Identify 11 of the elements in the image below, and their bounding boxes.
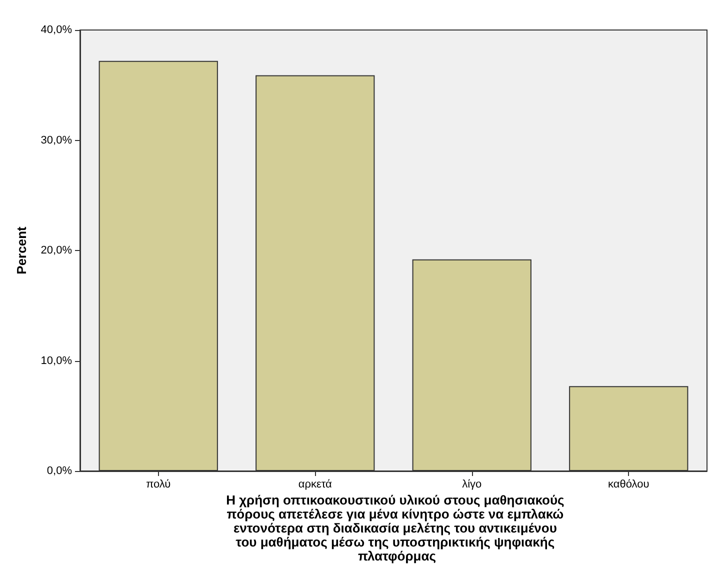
x-tick-label: αρκετά: [298, 478, 333, 490]
y-tick-label: 40,0%: [40, 24, 72, 36]
x-tick-label: πολύ: [146, 478, 171, 490]
y-tick-label: 10,0%: [40, 354, 72, 367]
y-tick-label: 30,0%: [40, 134, 72, 146]
y-tick-label: 20,0%: [40, 244, 72, 256]
y-axis-title: Percent: [14, 226, 29, 274]
x-axis-title: Η χρήση οπτικοακουστικού υλικού στους μαθησιακούς πόρους απετέλεσε για μένα κίνητρο ώστε να εμπλακώ εντονότερα στη διαδικασία μελέτης του αντικειμένου του μαθήματος μέσω της υποστηρικτικής ψηφιακής πλατφόρμας: [226, 492, 568, 564]
y-tick-label: 0,0%: [46, 465, 72, 477]
x-tick-label: καθόλου: [608, 478, 650, 490]
x-tick-label: λίγο: [462, 478, 482, 490]
